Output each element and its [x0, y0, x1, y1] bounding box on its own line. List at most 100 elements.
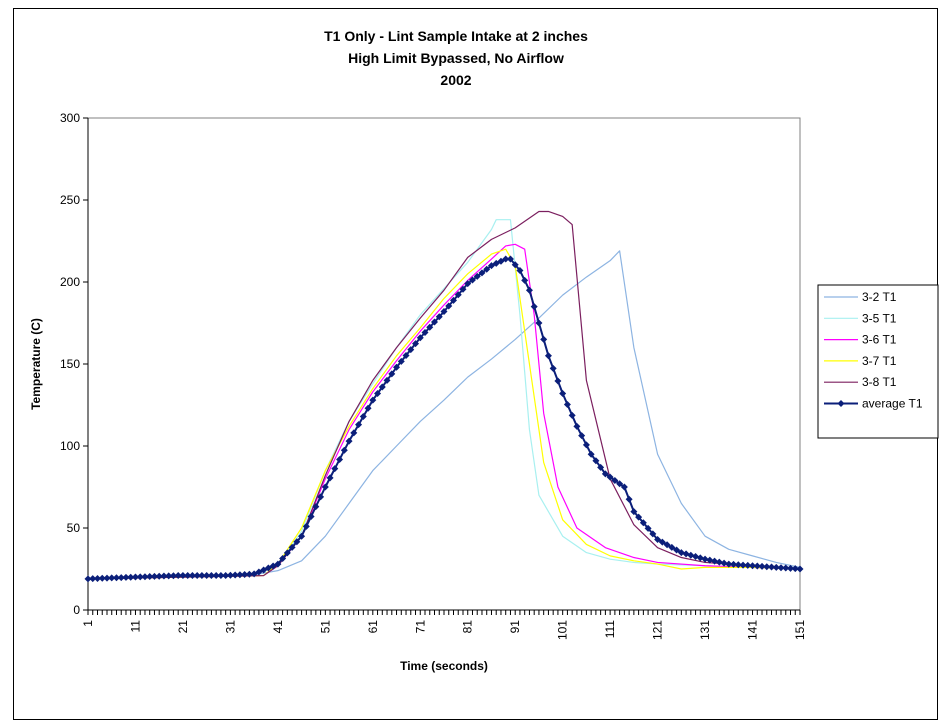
data-point-marker	[459, 285, 467, 293]
data-point-marker	[222, 572, 230, 580]
data-point-marker	[464, 280, 472, 288]
x-tick-label: 151	[793, 620, 807, 640]
y-tick-label: 250	[60, 193, 80, 207]
data-point-marker	[787, 564, 795, 572]
x-tick-label: 121	[651, 620, 665, 640]
x-tick-label: 1	[81, 620, 95, 627]
series-3-7-t1	[87, 248, 801, 580]
data-point-marker	[117, 574, 125, 582]
data-point-marker	[383, 376, 391, 384]
data-point-marker	[84, 575, 92, 583]
data-point-marker	[426, 323, 434, 331]
data-point-marker	[274, 560, 282, 568]
data-point-marker	[720, 559, 728, 567]
data-point-marker	[355, 421, 363, 429]
data-point-marker	[544, 352, 552, 360]
data-point-marker	[616, 480, 624, 488]
data-point-marker	[131, 573, 139, 581]
data-point-marker	[440, 308, 448, 316]
data-point-marker	[478, 269, 486, 277]
x-tick-label: 101	[556, 620, 570, 640]
data-point-marker	[601, 470, 609, 478]
data-point-marker	[658, 538, 666, 546]
data-point-marker	[312, 503, 320, 511]
data-point-marker	[302, 522, 310, 530]
data-point-marker	[644, 524, 652, 532]
data-point-marker	[468, 276, 476, 284]
data-point-marker	[540, 335, 548, 343]
data-point-marker	[317, 493, 325, 501]
data-point-marker	[715, 558, 723, 566]
x-tick-label: 131	[698, 620, 712, 640]
data-point-marker	[207, 572, 215, 580]
data-point-marker	[758, 562, 766, 570]
data-point-marker	[473, 272, 481, 280]
x-tick-label: 91	[508, 620, 522, 634]
data-point-marker	[568, 411, 576, 419]
data-point-marker	[369, 396, 377, 404]
x-tick-label: 141	[746, 620, 760, 640]
data-point-marker	[620, 483, 628, 491]
legend-label: 3-8 T1	[862, 375, 897, 389]
data-point-marker	[625, 495, 633, 503]
data-point-marker	[326, 474, 334, 482]
data-point-marker	[146, 573, 154, 581]
data-point-marker	[245, 570, 253, 578]
y-tick-label: 50	[67, 521, 81, 535]
data-point-marker	[649, 530, 657, 538]
legend-label: 3-6 T1	[862, 333, 897, 347]
data-point-marker	[549, 364, 557, 372]
data-point-marker	[236, 571, 244, 579]
legend-label: 3-2 T1	[862, 290, 897, 304]
data-point-marker	[288, 543, 296, 551]
data-point-marker	[521, 276, 529, 284]
data-point-marker	[730, 560, 738, 568]
data-point-marker	[212, 572, 220, 580]
data-point-marker	[483, 265, 491, 273]
x-tick-label: 11	[128, 620, 142, 633]
data-point-marker	[412, 340, 420, 348]
data-point-marker	[768, 563, 776, 571]
data-point-marker	[668, 543, 676, 551]
data-point-marker	[374, 390, 382, 398]
series-line	[87, 210, 801, 580]
chart-title-line-2: High Limit Bypassed, No Airflow	[348, 50, 564, 66]
y-tick-label: 200	[60, 275, 80, 289]
data-point-marker	[606, 473, 614, 481]
data-point-marker	[753, 562, 761, 570]
data-point-marker	[435, 313, 443, 321]
data-point-marker	[431, 318, 439, 326]
data-point-marker	[359, 412, 367, 420]
legend-label: 3-7 T1	[862, 354, 897, 368]
data-point-marker	[331, 465, 339, 473]
data-point-marker	[293, 538, 301, 546]
legend-label: 3-5 T1	[862, 311, 897, 325]
data-point-marker	[772, 563, 780, 571]
data-point-marker	[673, 546, 681, 554]
data-point-marker	[592, 457, 600, 465]
data-point-marker	[397, 357, 405, 365]
chart-title-line-1: T1 Only - Lint Sample Intake at 2 inches	[324, 28, 588, 44]
data-point-marker	[150, 572, 158, 580]
series-3-2-t1	[87, 250, 801, 580]
data-point-marker	[635, 513, 643, 521]
data-point-marker	[174, 572, 182, 580]
data-point-marker	[122, 573, 130, 581]
data-point-marker	[763, 563, 771, 571]
data-point-marker	[563, 400, 571, 408]
y-tick-label: 150	[60, 357, 80, 371]
data-point-marker	[782, 564, 790, 572]
legend: 3-2 T1 3-5 T1 3-6 T1 3-7 T1 3-8 T1 average T1	[817, 284, 939, 439]
data-point-marker	[663, 541, 671, 549]
data-point-marker	[364, 404, 372, 412]
data-point-marker	[103, 574, 111, 582]
data-point-marker	[298, 532, 306, 540]
data-point-marker	[578, 432, 586, 440]
series-layer	[84, 210, 804, 583]
data-point-marker	[378, 383, 386, 391]
series-3-6-t1	[87, 243, 801, 580]
data-point-marker	[136, 573, 144, 581]
data-point-marker	[188, 572, 196, 580]
data-point-marker	[535, 319, 543, 327]
